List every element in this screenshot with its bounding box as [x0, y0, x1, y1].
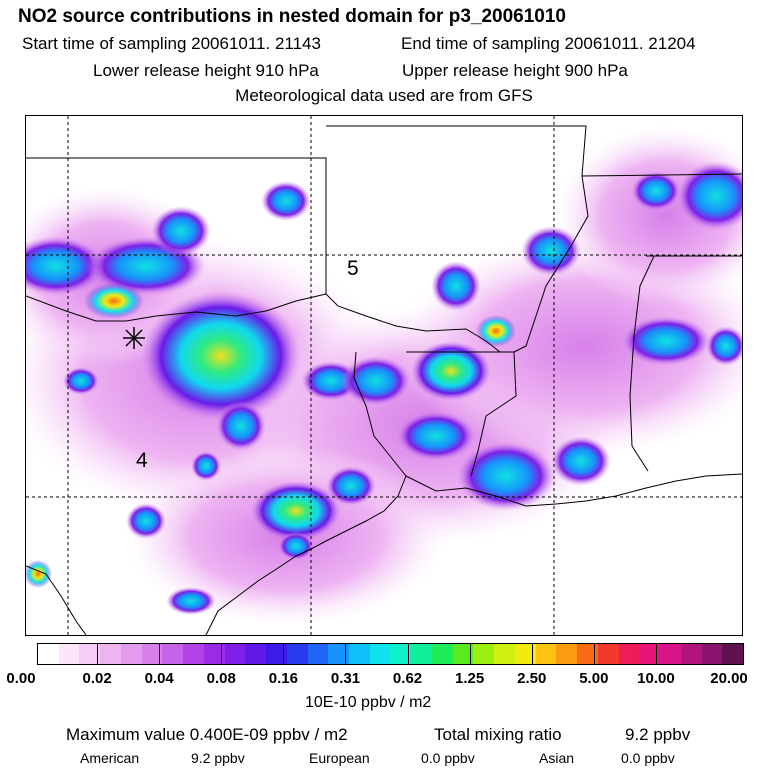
colorbar	[37, 643, 744, 665]
european-label: European	[309, 750, 370, 766]
colorbar-tick-label: 2.50	[517, 670, 547, 687]
colorbar-segment	[141, 644, 163, 664]
colorbar-tick-line	[221, 643, 223, 665]
colorbar-tick-line	[97, 643, 99, 665]
plume-field	[26, 126, 742, 626]
grid-lines	[26, 116, 742, 635]
colorbar-tick-line	[345, 643, 347, 665]
colorbar-segment	[245, 644, 267, 664]
colorbar-tick-line	[407, 643, 409, 665]
colorbar-segment	[58, 644, 80, 664]
colorbar-tick-label: 1.25	[455, 670, 485, 687]
colorbar-tick-line	[283, 643, 285, 665]
colorbar-segment	[680, 644, 702, 664]
colorbar-tick-label: 0.62	[392, 670, 423, 687]
region-label-4: 4	[136, 449, 148, 472]
colorbar-tick-label: 0.02	[82, 670, 112, 687]
colorbar-tick-line	[655, 643, 657, 665]
american-label: American	[80, 750, 140, 766]
colorbar-segment	[722, 644, 743, 664]
colorbar-segment	[266, 644, 287, 664]
concentration-map: 5 4	[25, 115, 743, 636]
colorbar-segment	[556, 644, 578, 664]
region-label-5: 5	[347, 257, 359, 280]
colorbar-segment	[286, 644, 308, 664]
colorbar-segment	[162, 644, 184, 664]
release-site-marker	[123, 327, 145, 349]
colorbar-segment	[183, 644, 204, 664]
colorbar-segment	[514, 644, 536, 664]
colorbar-tick-label: 0.04	[144, 670, 174, 687]
colorbar-segment	[577, 644, 598, 664]
colorbar-segment	[224, 644, 246, 664]
colorbar-tick-line	[531, 643, 533, 665]
colorbar-segment	[328, 644, 350, 664]
lower-release-label: Lower release height 910 hPa	[93, 61, 319, 80]
american-value: 9.2 ppbv	[191, 750, 245, 766]
total-mixing-value: 9.2 ppbv	[625, 725, 691, 744]
colorbar-segment	[369, 644, 391, 664]
colorbar-tick-label: 0.16	[268, 670, 298, 687]
map-title: NO2 source contributions in nested domai…	[18, 6, 566, 27]
colorbar-tick-label: 0.31	[330, 670, 361, 687]
start-time-label: Start time of sampling 20061011. 21143	[22, 34, 321, 53]
colorbar-units: 10E-10 ppbv / m2	[305, 694, 432, 711]
colorbar-tick-label: 20.00	[710, 670, 748, 687]
colorbar-segment	[660, 644, 681, 664]
asian-label: Asian	[539, 750, 575, 766]
colorbar-segment	[701, 644, 723, 664]
colorbar-segment	[452, 644, 474, 664]
colorbar-segment	[639, 644, 661, 664]
colorbar-tick-line	[159, 643, 161, 665]
colorbar-segment	[494, 644, 515, 664]
colorbar-segment	[597, 644, 619, 664]
colorbar-tick-line	[593, 643, 595, 665]
colorbar-segment	[411, 644, 432, 664]
colorbar-segment	[473, 644, 495, 664]
met-data-label: Meteorological data used are from GFS	[235, 86, 533, 105]
upper-release-label: Upper release height 900 hPa	[402, 61, 628, 80]
end-time-label: End time of sampling 20061011. 21204	[401, 34, 696, 53]
colorbar-segment	[390, 644, 412, 664]
max-value-label: Maximum value 0.400E-09 ppbv / m2	[66, 725, 348, 744]
colorbar-segment	[79, 644, 101, 664]
colorbar-tick-label: 10.00	[637, 670, 675, 687]
colorbar-segment	[38, 644, 59, 664]
asian-value: 0.0 ppbv	[621, 750, 675, 766]
colorbar-segment	[535, 644, 557, 664]
colorbar-segment	[120, 644, 142, 664]
colorbar-segment	[307, 644, 329, 664]
colorbar-tick-label: 0.08	[206, 670, 236, 687]
colorbar-segment	[349, 644, 370, 664]
colorbar-segment	[431, 644, 453, 664]
colorbar-segment	[618, 644, 640, 664]
colorbar-tick-label: 5.00	[579, 670, 609, 687]
colorbar-tick-label: 0.00	[6, 670, 36, 687]
colorbar-segment	[100, 644, 121, 664]
map-canvas	[26, 116, 742, 635]
colorbar-segment	[203, 644, 225, 664]
political-boundaries	[26, 125, 742, 477]
colorbar-tick-line	[469, 643, 471, 665]
total-mixing-label: Total mixing ratio	[434, 725, 562, 744]
european-value: 0.0 ppbv	[421, 750, 475, 766]
